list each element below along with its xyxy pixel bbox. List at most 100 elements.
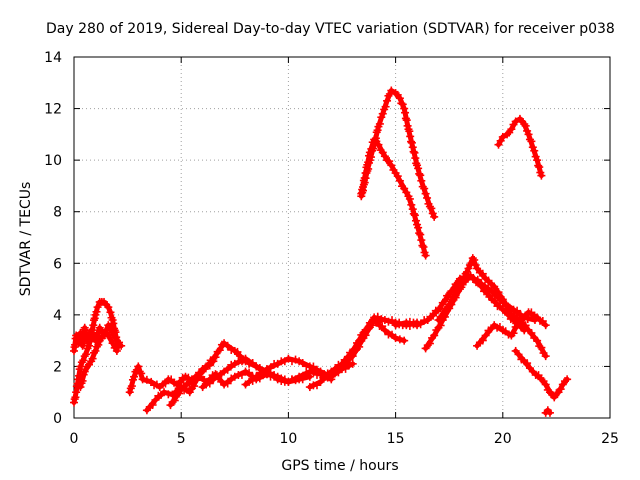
data-point [507, 125, 516, 134]
data-point [327, 367, 336, 376]
data-point [212, 371, 221, 380]
data-point [513, 306, 522, 315]
data-point [215, 346, 224, 355]
data-point [419, 243, 428, 252]
data-point [534, 161, 543, 170]
data-point [534, 371, 543, 380]
data-point [92, 307, 101, 316]
data-point [395, 176, 404, 185]
data-point [417, 236, 426, 245]
data-point [538, 316, 547, 325]
data-point [408, 205, 417, 214]
data-point [227, 345, 236, 354]
data-point [291, 355, 300, 364]
data-point [384, 317, 393, 326]
data-point [436, 321, 445, 330]
data-point [361, 331, 370, 340]
data-point [137, 369, 146, 378]
data-point [377, 113, 386, 122]
data-point [170, 396, 179, 405]
y-axis-label: SDTVAR / TECUs [18, 181, 34, 297]
data-point [521, 121, 530, 130]
data-point [478, 269, 487, 278]
data-point [360, 173, 369, 182]
data-point [383, 96, 392, 105]
data-point [380, 326, 389, 335]
y-tick-label: 0 [53, 411, 62, 427]
data-point [209, 375, 218, 384]
data-point [477, 282, 486, 291]
data-point [523, 359, 532, 368]
data-point [248, 376, 257, 385]
x-axis-label: GPS time / hours [281, 458, 399, 474]
data-point [76, 383, 85, 392]
data-point [91, 346, 100, 355]
data-point [381, 102, 390, 111]
data-point [535, 163, 544, 172]
data-point [77, 358, 86, 367]
data-point [112, 346, 121, 355]
y-tick-label: 4 [53, 308, 62, 324]
data-point [541, 321, 550, 330]
data-point [406, 132, 415, 141]
data-point [204, 361, 212, 370]
data-point [500, 299, 509, 308]
data-point [541, 352, 550, 361]
data-point [405, 194, 414, 203]
data-point [385, 157, 394, 166]
data-point [245, 368, 254, 377]
data-point [367, 144, 376, 153]
data-point [94, 340, 103, 349]
data-point [148, 400, 157, 409]
data-point [348, 352, 357, 361]
data-point [541, 380, 550, 389]
data-point [295, 357, 304, 366]
data-point [97, 334, 106, 343]
x-tick-label: 5 [177, 431, 186, 447]
series-arc-18 [513, 348, 570, 400]
data-point [481, 331, 490, 340]
data-point [414, 164, 423, 173]
data-point [484, 276, 493, 285]
data-point [377, 315, 386, 324]
data-point [395, 94, 404, 103]
data-point [202, 380, 211, 389]
data-point [393, 172, 402, 181]
data-point [413, 321, 422, 330]
data-point [474, 278, 483, 287]
data-point [417, 176, 426, 185]
data-point [527, 328, 536, 337]
data-point [190, 382, 199, 391]
data-point [514, 350, 523, 359]
data-point [106, 333, 115, 342]
data-point [142, 375, 151, 384]
data-point [563, 375, 572, 384]
data-point [86, 335, 95, 344]
data-point [357, 189, 366, 198]
data-point [287, 357, 296, 366]
data-point [395, 335, 404, 344]
data-point [161, 379, 170, 388]
data-point [410, 211, 419, 220]
data-point [429, 311, 438, 320]
data-point [533, 156, 542, 165]
data-point [469, 273, 478, 282]
data-point [255, 368, 264, 377]
data-point [312, 365, 321, 374]
data-point [78, 376, 87, 385]
data-point [112, 336, 121, 345]
data-point [227, 374, 236, 383]
data-point [205, 379, 214, 388]
data-point [82, 350, 91, 359]
data-point [520, 120, 529, 129]
data-point [527, 137, 536, 146]
data-point [445, 300, 454, 309]
data-point [160, 388, 169, 397]
y-tick-label: 2 [53, 359, 62, 375]
data-point [343, 358, 352, 367]
data-point [378, 109, 387, 118]
data-point [100, 328, 109, 337]
data-point [384, 91, 393, 100]
data-point [524, 130, 533, 139]
